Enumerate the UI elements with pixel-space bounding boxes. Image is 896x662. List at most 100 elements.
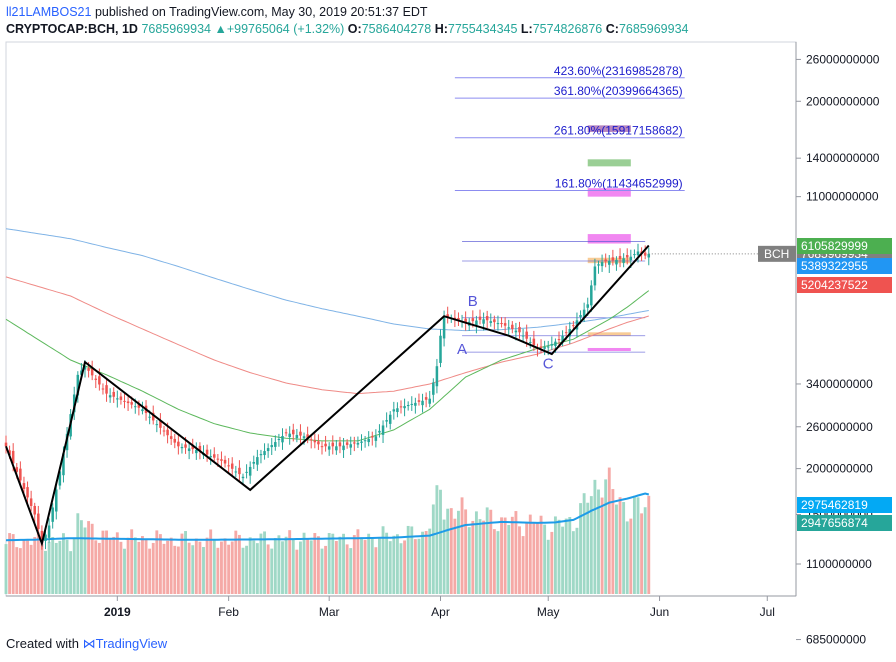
volume-bar bbox=[216, 547, 220, 594]
candle-body bbox=[546, 346, 550, 348]
volume-bar bbox=[367, 533, 371, 594]
candle-body bbox=[230, 463, 234, 469]
volume-bar bbox=[457, 510, 460, 594]
candle-body bbox=[439, 335, 442, 363]
price-change: +99765064 (+1.32%) bbox=[226, 22, 345, 36]
candle-body bbox=[611, 257, 615, 261]
volume-bar bbox=[503, 517, 507, 594]
candle-body bbox=[600, 262, 604, 267]
volume-bar bbox=[514, 511, 518, 594]
volume-value-tag-bg bbox=[797, 497, 892, 513]
tradingview-brand[interactable]: TradingView bbox=[95, 636, 168, 651]
candle-body bbox=[195, 449, 198, 454]
volume-bar bbox=[58, 540, 62, 594]
volume-bar bbox=[180, 533, 184, 594]
volume-bar bbox=[227, 544, 231, 594]
volume-bar bbox=[582, 493, 586, 594]
ma-value-tag-bg bbox=[797, 277, 892, 293]
volume-bar bbox=[29, 544, 33, 594]
y-tick-label: 685000000 bbox=[806, 633, 866, 647]
volume-bar bbox=[489, 509, 493, 594]
candle-body bbox=[299, 431, 302, 436]
y-tick-label: 26000000000 bbox=[806, 52, 880, 66]
candle-body bbox=[464, 318, 467, 323]
volume-bar bbox=[133, 537, 137, 594]
candle-body bbox=[58, 471, 62, 486]
fib-level-label: 423.60%(23169852878) bbox=[554, 64, 683, 78]
pattern-label-a: A bbox=[457, 341, 467, 358]
ma-value-tag: 5204237522 bbox=[797, 277, 892, 293]
candle-body bbox=[245, 471, 248, 473]
volume-bar bbox=[259, 533, 263, 594]
candle-body bbox=[216, 458, 220, 460]
volume-bar bbox=[600, 497, 604, 594]
abc-pattern-line bbox=[5, 244, 650, 548]
candle-body bbox=[134, 406, 137, 408]
volume-bar bbox=[299, 541, 302, 594]
candle-body bbox=[453, 317, 457, 319]
author-link[interactable]: ll21LAMBOS21 bbox=[6, 5, 92, 19]
candle-body bbox=[608, 260, 611, 265]
volume-bar bbox=[26, 540, 29, 594]
volume-bar bbox=[223, 538, 227, 594]
candle-body bbox=[618, 255, 622, 260]
volume-bar bbox=[8, 533, 12, 594]
ma-value-tag-bg bbox=[797, 238, 892, 254]
volume-bar bbox=[428, 528, 432, 594]
volume-bar bbox=[44, 550, 47, 594]
low-value: 7574826876 bbox=[532, 22, 603, 36]
symbol-tag-bg bbox=[758, 245, 796, 262]
candle-body bbox=[557, 339, 561, 341]
candle-body bbox=[554, 341, 557, 346]
volume-bar bbox=[550, 531, 554, 594]
candle-body bbox=[177, 441, 180, 447]
candle-body bbox=[220, 459, 223, 461]
volume-bar bbox=[176, 546, 180, 594]
x-tick-label: 2019 bbox=[104, 605, 131, 619]
candle-body bbox=[123, 400, 126, 402]
candle-body bbox=[500, 323, 503, 325]
volume-bar bbox=[593, 479, 597, 594]
x-tick-label: May bbox=[537, 605, 560, 619]
ma-blue-line bbox=[5, 228, 649, 332]
candle-body bbox=[503, 323, 507, 326]
candle-body bbox=[288, 433, 291, 438]
volume-bar bbox=[65, 539, 69, 594]
volume-bar bbox=[281, 541, 284, 594]
volume-bar bbox=[18, 548, 22, 594]
volume-bar bbox=[532, 523, 536, 594]
ma-value-tag-bg bbox=[797, 258, 892, 274]
candle-body bbox=[550, 344, 554, 346]
volume-bar bbox=[112, 536, 116, 594]
volume-bar bbox=[94, 540, 98, 594]
volume-bar bbox=[474, 511, 478, 594]
volume-bar bbox=[536, 523, 539, 594]
volume-bar bbox=[421, 531, 424, 594]
volume-bar bbox=[543, 524, 547, 594]
highlight-zone bbox=[587, 188, 631, 197]
volume-bar bbox=[636, 497, 640, 594]
volume-bar bbox=[130, 529, 134, 594]
volume-bar bbox=[338, 536, 342, 594]
candle-body bbox=[94, 378, 98, 380]
candle-body bbox=[155, 424, 159, 426]
candle-body bbox=[356, 442, 360, 445]
candle-body bbox=[353, 442, 356, 444]
x-tick-label: Mar bbox=[319, 605, 340, 619]
ma-value-tag: 5389322955 bbox=[797, 258, 892, 274]
volume-bar bbox=[417, 538, 421, 594]
volume-bar bbox=[334, 540, 338, 594]
candle-body bbox=[507, 327, 510, 329]
candle-body bbox=[636, 251, 640, 256]
candle-body bbox=[223, 459, 227, 464]
volume-value-tag-text: 2947656874 bbox=[801, 516, 868, 530]
volume-bar bbox=[270, 548, 274, 594]
volume-bar bbox=[575, 527, 579, 594]
volume-bar bbox=[277, 535, 281, 594]
volume-bar bbox=[237, 534, 241, 594]
symbol-label[interactable]: CRYPTOCAP:BCH, 1D bbox=[6, 22, 138, 36]
volume-bar bbox=[90, 523, 94, 594]
candle-body bbox=[166, 429, 169, 436]
volume-bar bbox=[413, 539, 417, 594]
